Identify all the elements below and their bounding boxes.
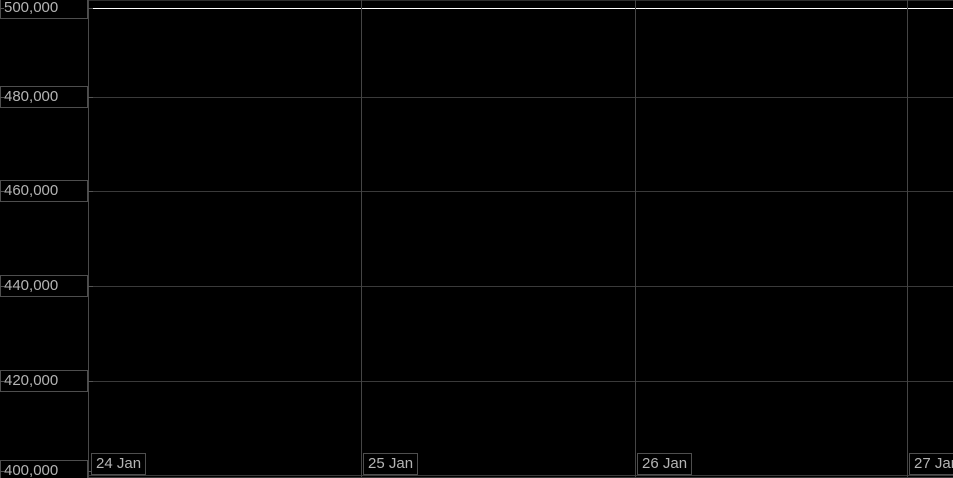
- x-axis-tick-24-jan[interactable]: 24 Jan: [91, 453, 147, 475]
- gridline-top-frame: [89, 0, 953, 1]
- y-axis-line: [88, 0, 89, 478]
- plot-area[interactable]: [89, 0, 953, 478]
- x-axis-tick-label: 26 Jan: [637, 453, 693, 475]
- x-axis-tick-label: 27 Jan: [909, 453, 953, 475]
- y-tick-mark-right-icon: [88, 471, 93, 472]
- y-axis-tick-400000[interactable]: 400,000: [0, 460, 93, 478]
- gridline-horizontal-440000: [89, 286, 953, 287]
- y-axis-tick-label: 400,000: [0, 460, 88, 478]
- gridline-horizontal-460000: [89, 191, 953, 192]
- y-axis-tick-label: 480,000: [0, 86, 88, 108]
- gridline-horizontal-420000: [89, 381, 953, 382]
- gridline-horizontal-480000: [89, 97, 953, 98]
- y-axis-tick-460000[interactable]: 460,000: [0, 180, 93, 202]
- y-axis-tick-500000[interactable]: 500,000: [0, 0, 93, 19]
- x-axis-tick-label: 25 Jan: [363, 453, 419, 475]
- y-tick-mark-right-icon: [88, 191, 93, 192]
- y-tick-mark-right-icon: [88, 97, 93, 98]
- y-tick-mark-icon: [0, 8, 4, 9]
- gridline-vertical-26-jan: [635, 0, 636, 478]
- x-axis-tick-label: 24 Jan: [91, 453, 147, 475]
- y-axis-tick-label: 440,000: [0, 275, 88, 297]
- gridline-horizontal-400000: [89, 475, 953, 476]
- y-axis-tick-label: 420,000: [0, 370, 88, 392]
- y-axis-tick-420000[interactable]: 420,000: [0, 370, 93, 392]
- y-tick-mark-icon: [0, 97, 4, 98]
- y-tick-mark-icon: [0, 381, 4, 382]
- y-tick-mark-right-icon: [88, 381, 93, 382]
- x-axis-tick-25-jan[interactable]: 25 Jan: [363, 453, 419, 475]
- y-axis-tick-480000[interactable]: 480,000: [0, 86, 93, 108]
- y-tick-mark-icon: [0, 471, 4, 472]
- y-tick-mark-icon: [0, 286, 4, 287]
- y-axis-tick-440000[interactable]: 440,000: [0, 275, 93, 297]
- y-axis-tick-label: 460,000: [0, 180, 88, 202]
- gridline-vertical-25-jan: [361, 0, 362, 478]
- y-tick-mark-right-icon: [88, 8, 93, 9]
- y-tick-mark-right-icon: [88, 286, 93, 287]
- y-axis-tick-label: 500,000: [0, 0, 88, 19]
- y-tick-mark-icon: [0, 191, 4, 192]
- x-axis-tick-26-jan[interactable]: 26 Jan: [637, 453, 693, 475]
- gridline-vertical-27-jan: [907, 0, 908, 478]
- x-axis-tick-27-jan[interactable]: 27 Jan: [909, 453, 953, 475]
- gridline-horizontal-500000: [89, 8, 953, 9]
